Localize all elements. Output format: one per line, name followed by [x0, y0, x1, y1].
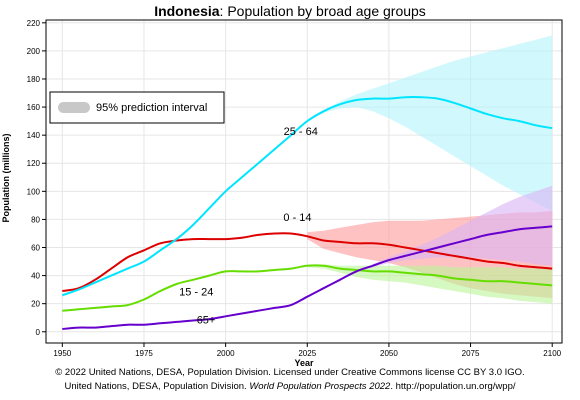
- band-25-64: [307, 35, 553, 212]
- line-65: [62, 225, 553, 330]
- legend-box: [49, 91, 225, 124]
- x-tick-label: 2075: [462, 349, 480, 358]
- series-label-65: 65+: [197, 314, 216, 326]
- x-tick-label: 2050: [380, 349, 398, 358]
- x-tick-label: 2025: [298, 349, 316, 358]
- y-tick-label: 60: [31, 244, 40, 253]
- y-tick-label: 40: [31, 272, 40, 281]
- footer-citation-pre: United Nations, DESA, Population Divisio…: [64, 381, 250, 392]
- plot-frame: [45, 19, 563, 344]
- line-0-14: [62, 232, 553, 292]
- chart-title: Indonesia: Population by broad age group…: [0, 3, 580, 19]
- x-tick-label: 2100: [543, 349, 561, 358]
- y-tick-label: 20: [31, 300, 40, 309]
- grid-layer: [46, 20, 562, 343]
- series-label-0-14: 0 - 14: [283, 212, 311, 224]
- band-65: [307, 185, 553, 297]
- legend-label: 95% prediction interval: [96, 102, 207, 114]
- chart-title-country: Indonesia: [154, 3, 220, 19]
- y-tick-label: 180: [27, 75, 41, 84]
- line-25-64: [61, 96, 553, 297]
- legend: 95% prediction interval: [49, 91, 225, 124]
- chart-title-rest: : Population by broad age groups: [219, 3, 426, 19]
- x-axis-title: Year: [294, 358, 314, 368]
- line-layer: 0 - 14 15 - 24 25 - 64 65+: [61, 96, 553, 330]
- x-tick-label: 2000: [217, 349, 235, 358]
- footer-license: © 2022 United Nations, DESA, Population …: [55, 367, 525, 378]
- y-axis-title: Population (millions): [1, 134, 11, 223]
- y-tick-label: 160: [27, 103, 41, 112]
- footer-citation: United Nations, DESA, Population Divisio…: [0, 380, 580, 394]
- axis-layer: 1950 1975 2000 2025 2050 2075 2100 0 20 40 60 80 100…: [27, 19, 562, 358]
- band-15-24: [307, 264, 553, 304]
- y-tick-label: 200: [27, 47, 41, 56]
- series-label-25-64: 25 - 64: [284, 126, 318, 138]
- footer: © 2022 United Nations, DESA, Population …: [0, 366, 580, 394]
- line-15-24: [62, 264, 553, 312]
- y-tick-label: 140: [27, 131, 41, 140]
- y-tick-label: 0: [36, 328, 41, 337]
- footer-citation-title: World Population Prospects 2022: [249, 381, 391, 392]
- x-tick-label: 1975: [135, 349, 153, 358]
- band-layer: [307, 35, 553, 304]
- series-label-15-24: 15 - 24: [179, 286, 213, 298]
- y-tick-label: 80: [31, 215, 40, 224]
- y-tick-label: 100: [27, 187, 41, 196]
- x-tick-label: 1950: [53, 349, 71, 358]
- footer-citation-post: . http://population.un.org/wpp/: [390, 381, 516, 392]
- y-tick-label: 220: [27, 19, 41, 28]
- y-tick-label: 120: [27, 159, 41, 168]
- legend-swatch: [58, 102, 90, 113]
